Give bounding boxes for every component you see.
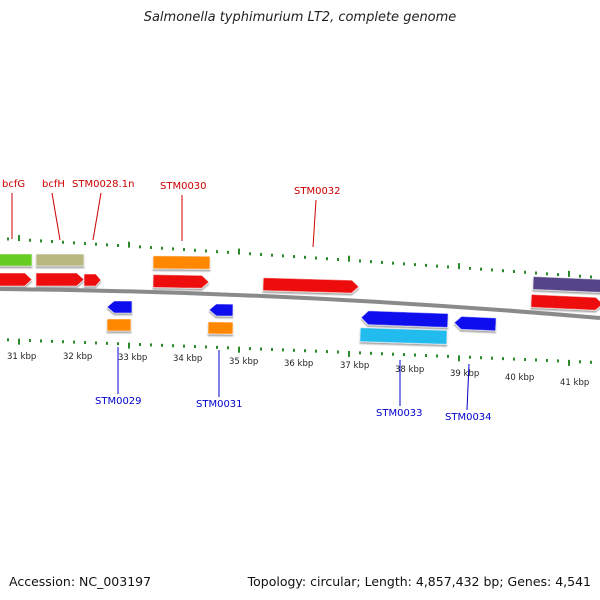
scale-labels: 31 kbp 32 kbp 33 kbp 34 kbp 35 kbp 36 kbp 37 k… bbox=[7, 352, 589, 388]
lower-tick-track bbox=[7, 338, 592, 366]
STM0033-product bbox=[359, 327, 448, 345]
STM0028.1n-cds bbox=[83, 273, 102, 287]
leader-line bbox=[312, 199, 317, 248]
gene-label-reverse[interactable]: STM0029 bbox=[95, 396, 142, 407]
leader-line bbox=[466, 363, 470, 411]
gene-label-forward[interactable]: bcfG bbox=[2, 179, 25, 190]
scale-label: 41 kbp bbox=[560, 378, 589, 388]
scale-label: 32 kbp bbox=[63, 352, 92, 362]
STM0034-cds bbox=[453, 316, 497, 332]
gene-label-reverse[interactable]: STM0033 bbox=[376, 408, 423, 419]
gene-labels: bcfG bcfH STM0028.1n STM0030 STM0032 STM0029 S… bbox=[2, 179, 492, 423]
STM0031-cds bbox=[208, 303, 234, 317]
gene-label-forward[interactable]: bcfH bbox=[42, 179, 65, 190]
map-title: Salmonella typhimurium LT2, complete gen… bbox=[143, 10, 457, 25]
scale-label: 35 kbp bbox=[229, 357, 258, 367]
gene-label-reverse[interactable]: STM0031 bbox=[196, 399, 243, 410]
gene-label-forward[interactable]: STM0028.1n bbox=[72, 179, 134, 190]
leader-line bbox=[51, 192, 61, 241]
scale-label: 34 kbp bbox=[173, 354, 202, 364]
scale-label: 38 kbp bbox=[395, 365, 424, 375]
STM0031-product bbox=[207, 321, 234, 335]
label-leader-lines bbox=[11, 192, 470, 411]
scale-label: 31 kbp bbox=[7, 352, 36, 362]
bcfH-cds bbox=[35, 272, 85, 287]
bcfG-cds bbox=[0, 272, 33, 287]
scale-label: 36 kbp bbox=[284, 359, 313, 369]
accession-text: Accession: NC_003197 bbox=[9, 574, 152, 589]
STM0033-cds bbox=[360, 310, 449, 328]
gene-label-forward[interactable]: STM0032 bbox=[294, 186, 341, 197]
STM0032-product bbox=[532, 276, 600, 293]
STM0029-product bbox=[106, 318, 132, 332]
leader-line bbox=[92, 192, 102, 241]
gene-features bbox=[0, 253, 600, 345]
gene-label-forward[interactable]: STM0030 bbox=[160, 181, 207, 192]
bcfG-product bbox=[0, 253, 33, 267]
scale-label: 37 kbp bbox=[340, 361, 369, 371]
STM0029-cds bbox=[106, 300, 133, 314]
STM0030-product bbox=[152, 255, 211, 270]
STM0030-cds bbox=[152, 274, 210, 289]
gene-label-reverse[interactable]: STM0034 bbox=[445, 412, 492, 423]
scale-label: 39 kbp bbox=[450, 369, 479, 379]
scale-label: 33 kbp bbox=[118, 353, 147, 363]
upper-tick-track bbox=[7, 235, 592, 279]
scale-label: 40 kbp bbox=[505, 373, 534, 383]
genome-summary-text: Topology: circular; Length: 4,857,432 bp… bbox=[247, 574, 591, 589]
genome-backbone bbox=[0, 287, 600, 320]
STM0032b-cds bbox=[530, 294, 600, 311]
bcfH-product bbox=[35, 253, 85, 267]
STM0032-cds bbox=[262, 277, 360, 294]
